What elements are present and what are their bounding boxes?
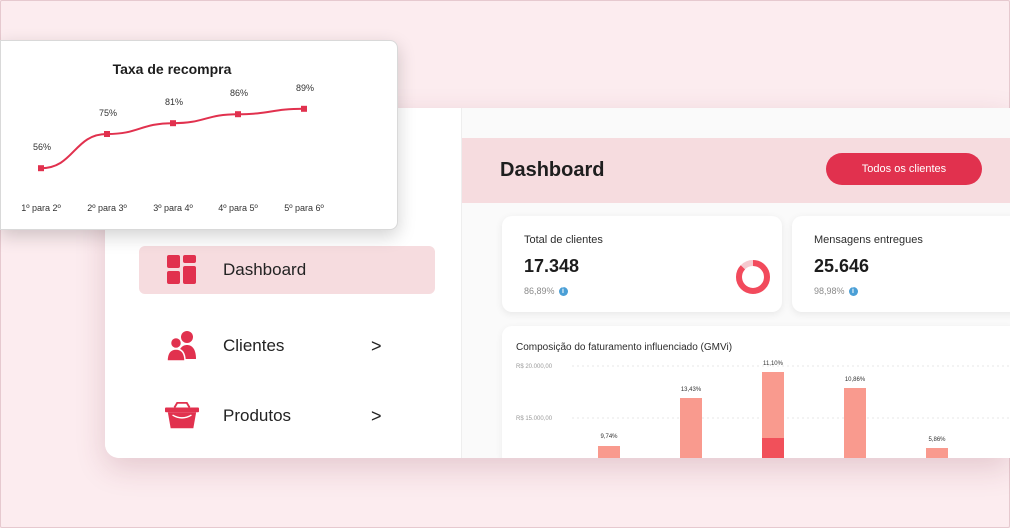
gmv-title: Composição do faturamento influenciado (… xyxy=(516,342,733,353)
page-title: Dashboard xyxy=(500,159,605,181)
users-icon xyxy=(165,329,199,363)
sidebar-item-label: Produtos xyxy=(223,406,292,425)
sidebar-item-dashboard[interactable]: Dashboard xyxy=(139,246,435,294)
x-tick-label: 3º para 4º xyxy=(153,203,193,213)
main-content: Dashboard Todos os clientes Total de cli… xyxy=(462,108,1010,458)
data-point xyxy=(301,105,307,112)
bar-label: 13,43% xyxy=(681,387,702,393)
stat-value: 25.646 xyxy=(814,256,870,276)
sidebar-item-clientes[interactable]: Clientes > xyxy=(139,322,435,370)
data-label: 81% xyxy=(165,97,183,107)
all-clients-button[interactable]: Todos os clientes xyxy=(826,153,982,185)
data-point xyxy=(38,165,44,172)
data-point xyxy=(235,111,241,118)
bar-label: 5,86% xyxy=(928,437,946,443)
data-point xyxy=(170,120,176,127)
dashboard-grid-icon xyxy=(165,253,199,287)
stat-card-total-clientes: Total de clientes 17.348 86,89% i xyxy=(502,216,782,312)
bar xyxy=(598,446,620,458)
gmv-bar-chart: R$ 20.000,00 R$ 15.000,00 9,74% 13,43% 1… xyxy=(516,361,1010,458)
bar xyxy=(680,398,702,458)
bar xyxy=(762,372,784,458)
stat-card-mensagens: Mensagens entregues 25.646 98,98% i xyxy=(792,216,1010,312)
sidebar-item-label: Clientes xyxy=(223,336,285,355)
bar xyxy=(926,448,948,458)
basket-icon xyxy=(165,399,199,433)
bar xyxy=(844,388,866,458)
chevron-right-icon: > xyxy=(371,405,382,426)
data-label: 56% xyxy=(33,142,51,152)
data-label: 89% xyxy=(296,83,314,93)
stat-sub: 86,89% i xyxy=(524,286,568,296)
repurchase-rate-card: Taxa de recompra 56% 1º para 2º 75% 2º para… xyxy=(0,40,398,230)
y-tick-label: R$ 20.000,00 xyxy=(516,364,553,370)
info-icon[interactable]: i xyxy=(558,286,568,296)
bar-segment xyxy=(762,438,784,458)
chevron-right-icon: > xyxy=(371,335,382,356)
x-tick-label: 4º para 5º xyxy=(218,203,258,213)
stat-label: Mensagens entregues xyxy=(814,234,923,246)
info-icon[interactable]: i xyxy=(848,286,858,296)
data-point xyxy=(104,131,110,137)
stat-percentage: 86,89% xyxy=(524,286,555,296)
data-label: 86% xyxy=(230,88,248,98)
stat-label: Total de clientes xyxy=(524,234,603,246)
stat-sub: 98,98% i xyxy=(814,286,858,296)
bar-label: 9,74% xyxy=(600,434,618,440)
sidebar-item-label: Dashboard xyxy=(223,260,307,279)
y-tick-label: R$ 15.000,00 xyxy=(516,416,553,422)
donut-chart xyxy=(736,260,770,294)
chart-title: Taxa de recompra xyxy=(112,61,232,77)
stat-value: 17.348 xyxy=(524,256,580,276)
x-tick-label: 1º para 2º xyxy=(21,203,61,213)
data-label: 75% xyxy=(99,108,117,118)
series-line xyxy=(40,107,305,170)
x-tick-label: 5º para 6º xyxy=(284,203,324,213)
bar-label: 10,86% xyxy=(845,377,866,383)
gmv-chart-card: Composição do faturamento influenciado (… xyxy=(502,326,1010,458)
line-chart: 56% 1º para 2º 75% 2º para 3º 81% 3º para 4º 8… xyxy=(21,83,324,213)
donut-arc xyxy=(736,260,770,294)
stat-percentage: 98,98% xyxy=(814,286,845,296)
bar-label: 11,10% xyxy=(763,361,784,367)
x-tick-label: 2º para 3º xyxy=(87,203,127,213)
page-header: Dashboard Todos os clientes xyxy=(462,138,1010,203)
sidebar-item-produtos[interactable]: Produtos > xyxy=(139,392,435,440)
